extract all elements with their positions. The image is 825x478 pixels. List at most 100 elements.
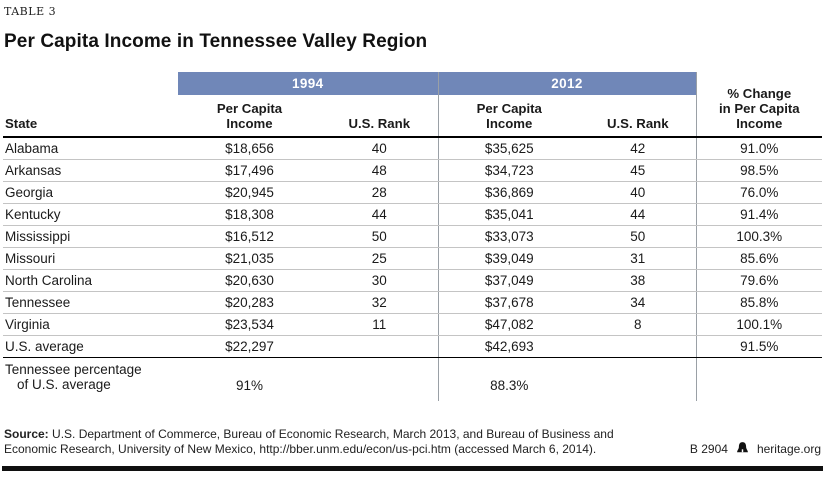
cell-rank-2012: 50 — [580, 225, 697, 248]
cell-rank-1994: 40 — [321, 137, 439, 160]
brand-block: B 2904 heritage.org — [690, 441, 821, 458]
cell-rank-1994: 30 — [321, 269, 439, 292]
year-band-row: 1994 2012 % Change in Per Capita Income — [3, 72, 823, 139]
cell-pci-1994: $16,512 — [178, 225, 321, 248]
cell-rank-2012: 38 — [580, 269, 697, 292]
cell-rank-1994: 28 — [321, 181, 439, 204]
cell-state: U.S. average — [3, 334, 178, 358]
cell-state: Kentucky — [3, 203, 178, 226]
source-text: U.S. Department of Commerce, Bureau of E… — [4, 426, 614, 457]
cell-pci-1994: $21,035 — [178, 247, 321, 270]
cell-pct-change: 85.8% — [695, 291, 823, 314]
cell-rank-1994 — [321, 334, 439, 358]
cell-pct-change: 91.0% — [695, 137, 823, 160]
cell-pci-1994: $18,308 — [178, 203, 321, 226]
cell-pct-change: 91.5% — [695, 334, 823, 358]
cell-rank-2012 — [580, 334, 697, 358]
us-average-row: U.S. average $22,297 $42,693 91.5% — [3, 334, 823, 358]
cell-rank-2012: 45 — [580, 159, 697, 182]
cell-state: Georgia — [3, 181, 178, 204]
cell-pci-2012: 88.3% — [437, 357, 581, 401]
cell-pci-1994: $17,496 — [178, 159, 321, 182]
page-title: Per Capita Income in Tennessee Valley Re… — [4, 31, 428, 52]
cell-pct-change: 91.4% — [695, 203, 823, 226]
site-name: heritage.org — [756, 441, 821, 456]
table-row: Virginia $23,534 11 $47,082 8 100.1% — [3, 313, 823, 336]
report-id: B 2904 — [689, 441, 728, 456]
cell-pci-2012: $47,082 — [437, 313, 581, 336]
tn-pct-label-line1: Tennessee percentage — [5, 361, 142, 377]
cell-state: Alabama — [3, 137, 178, 160]
cell-pci-2012: $33,073 — [437, 225, 581, 248]
cell-pci-1994: $20,945 — [178, 181, 321, 204]
cell-pci-1994: $18,656 — [178, 137, 321, 160]
cell-rank-1994: 11 — [321, 313, 439, 336]
cell-state: Virginia — [3, 313, 178, 336]
cell-rank-2012: 44 — [580, 203, 697, 226]
col-header-rank-2012: U.S. Rank — [580, 95, 697, 139]
cell-pci-2012: $36,869 — [437, 181, 581, 204]
cell-pct-change: 85.6% — [695, 247, 823, 270]
cell-pct-change: 76.0% — [695, 181, 823, 204]
income-table: 1994 2012 % Change in Per Capita Income … — [3, 72, 823, 401]
source-label: Source: — [4, 426, 49, 441]
cell-rank-2012: 40 — [580, 181, 697, 204]
table-row: Mississippi $16,512 50 $33,073 50 100.3% — [3, 225, 823, 248]
table-row: Missouri $21,035 25 $39,049 31 85.6% — [3, 247, 823, 270]
cell-pct-change: 100.3% — [695, 225, 823, 248]
cell-pct-change — [695, 357, 823, 401]
table-row: Arkansas $17,496 48 $34,723 45 98.5% — [3, 159, 823, 182]
cell-pct-change: 100.1% — [695, 313, 823, 336]
source-note: Source: U.S. Department of Commerce, Bur… — [4, 427, 614, 458]
cell-pci-1994: $23,534 — [178, 313, 321, 336]
band-1994: 1994 — [178, 72, 439, 95]
cell-rank-2012: 42 — [580, 137, 697, 160]
cell-rank-1994 — [321, 357, 438, 401]
cell-pci-2012: $39,049 — [437, 247, 581, 270]
col-header-pct-change: % Change in Per Capita Income — [695, 72, 823, 139]
cell-rank-2012 — [580, 357, 696, 401]
cell-rank-1994: 32 — [321, 291, 439, 314]
cell-pci-2012: $37,049 — [437, 269, 581, 292]
cell-pct-change: 79.6% — [695, 269, 823, 292]
bottom-rule-bar — [2, 466, 823, 471]
cell-pci-2012: $35,625 — [437, 137, 581, 160]
cell-pci-1994: $20,283 — [178, 291, 321, 314]
table-row: North Carolina $20,630 30 $37,049 38 79.… — [3, 269, 823, 292]
band-corner-cell — [3, 72, 178, 95]
footer: Source: U.S. Department of Commerce, Bur… — [3, 427, 822, 458]
cell-pci-2012: $34,723 — [437, 159, 581, 182]
cell-rank-1994: 44 — [321, 203, 439, 226]
cell-state: Missouri — [3, 247, 178, 270]
cell-state: Mississippi — [3, 225, 178, 248]
col-header-pci-2012: Per Capita Income — [437, 95, 581, 139]
col-header-pci-1994: Per Capita Income — [178, 95, 321, 139]
cell-state: Tennessee percentage of U.S. average — [3, 357, 178, 401]
tn-pct-label-line2: of U.S. average — [17, 377, 111, 393]
cell-pci-2012: $42,693 — [437, 334, 581, 358]
cell-pci-2012: $37,678 — [437, 291, 581, 314]
table-row: Georgia $20,945 28 $36,869 40 76.0% — [3, 181, 823, 204]
table-label: TABLE 3 — [4, 5, 57, 18]
column-header-row: State Per Capita Income U.S. Rank Per Ca… — [3, 95, 822, 139]
table-row: Kentucky $18,308 44 $35,041 44 91.4% — [3, 203, 823, 226]
cell-state: Tennessee — [3, 291, 178, 314]
cell-pci-1994: $22,297 — [178, 334, 321, 358]
cell-rank-1994: 50 — [321, 225, 439, 248]
table-row: Tennessee $20,283 32 $37,678 34 85.8% — [3, 291, 823, 314]
tennessee-percentage-row: Tennessee percentage of U.S. average 91%… — [3, 357, 823, 401]
cell-rank-2012: 34 — [580, 291, 697, 314]
col-header-rank-1994: U.S. Rank — [321, 95, 439, 139]
cell-rank-2012: 8 — [580, 313, 697, 336]
cell-state: North Carolina — [3, 269, 178, 292]
cell-rank-1994: 25 — [321, 247, 439, 270]
table-row: Alabama $18,656 40 $35,625 42 91.0% — [3, 137, 823, 160]
cell-pct-change: 98.5% — [695, 159, 823, 182]
cell-rank-1994: 48 — [321, 159, 439, 182]
cell-pci-1994: $20,630 — [178, 269, 321, 292]
band-2012: 2012 — [437, 72, 697, 95]
col-header-state: State — [3, 95, 178, 139]
heritage-bell-icon — [735, 441, 750, 457]
cell-pci-2012: $35,041 — [437, 203, 581, 226]
